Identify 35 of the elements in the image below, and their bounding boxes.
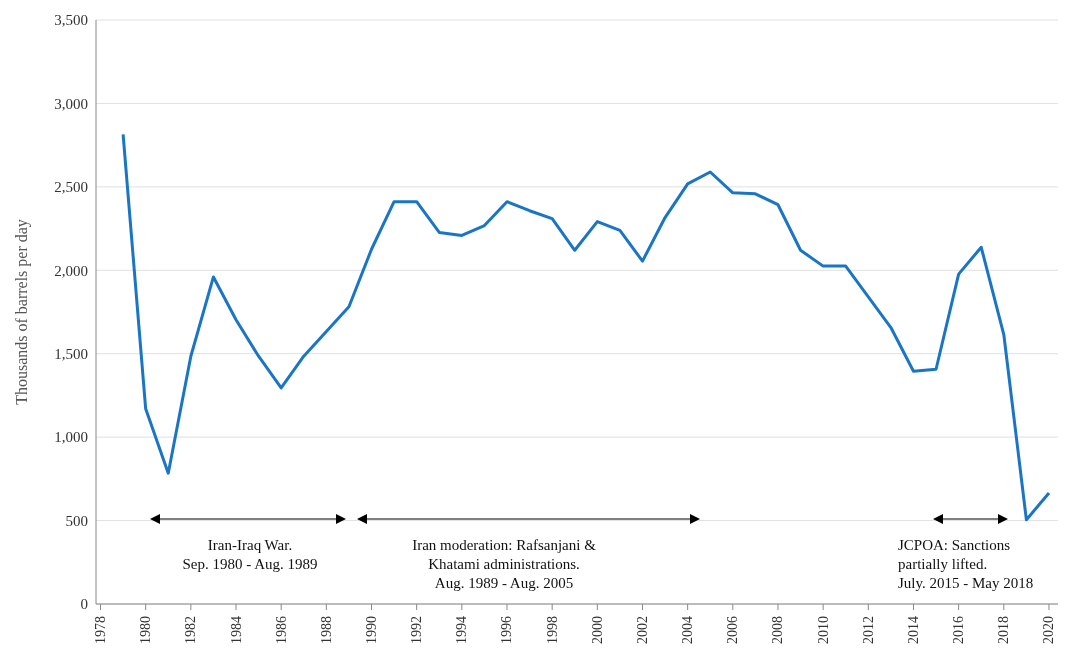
y-tick-label: 2,500 bbox=[54, 179, 88, 196]
x-tick-label: 2006 bbox=[725, 616, 741, 644]
x-tick-label: 1980 bbox=[138, 616, 154, 644]
x-tick-label: 2012 bbox=[860, 616, 876, 644]
x-tick-label: 2018 bbox=[996, 616, 1012, 644]
x-tick-label: 1984 bbox=[228, 616, 244, 644]
x-tick-label: 2008 bbox=[770, 616, 786, 644]
y-tick-label: 3,500 bbox=[54, 12, 88, 29]
x-tick-label: 2004 bbox=[680, 616, 696, 644]
x-tick-label: 2014 bbox=[905, 616, 921, 644]
x-tick-label: 2002 bbox=[634, 616, 650, 644]
y-tick-label: 3,000 bbox=[54, 95, 88, 112]
annotation: Iran-Iraq War. Sep. 1980 - Aug. 1989 bbox=[182, 537, 318, 572]
x-tick-label: 1992 bbox=[409, 616, 425, 644]
x-tick-label: 1978 bbox=[93, 616, 109, 644]
x-tick-label: 2000 bbox=[589, 616, 605, 644]
x-tick-label: 2020 bbox=[1041, 616, 1057, 644]
annotation: Iran moderation: Rafsanjani & Khatami administrations. Aug. 1989 - Aug. 2005 bbox=[412, 537, 597, 591]
line-series bbox=[121, 132, 1051, 522]
x-tick-label: 1986 bbox=[273, 616, 289, 644]
x-tick-label: 1998 bbox=[544, 616, 560, 644]
annotation: JCPOA: Sanctions partially lifted. July. 2015 - May 2018 bbox=[898, 537, 1034, 591]
x-tick-label: 1982 bbox=[183, 616, 199, 644]
y-tick-label: 1,500 bbox=[54, 346, 88, 363]
x-tick-label: 1994 bbox=[454, 616, 470, 644]
x-tick-label: 1988 bbox=[318, 616, 334, 644]
x-tick-label: 1990 bbox=[364, 616, 379, 644]
x-tick-label: 1996 bbox=[499, 616, 515, 644]
y-tick-label: 0 bbox=[80, 596, 88, 613]
y-axis-title: Thousands of barrels per day bbox=[12, 219, 31, 405]
y-tick-label: 500 bbox=[65, 512, 88, 529]
y-tick-label: 1,000 bbox=[54, 429, 88, 446]
y-tick-label: 2,000 bbox=[54, 262, 88, 279]
x-tick-label: 2016 bbox=[951, 616, 967, 644]
x-tick-label: 2010 bbox=[815, 616, 831, 644]
